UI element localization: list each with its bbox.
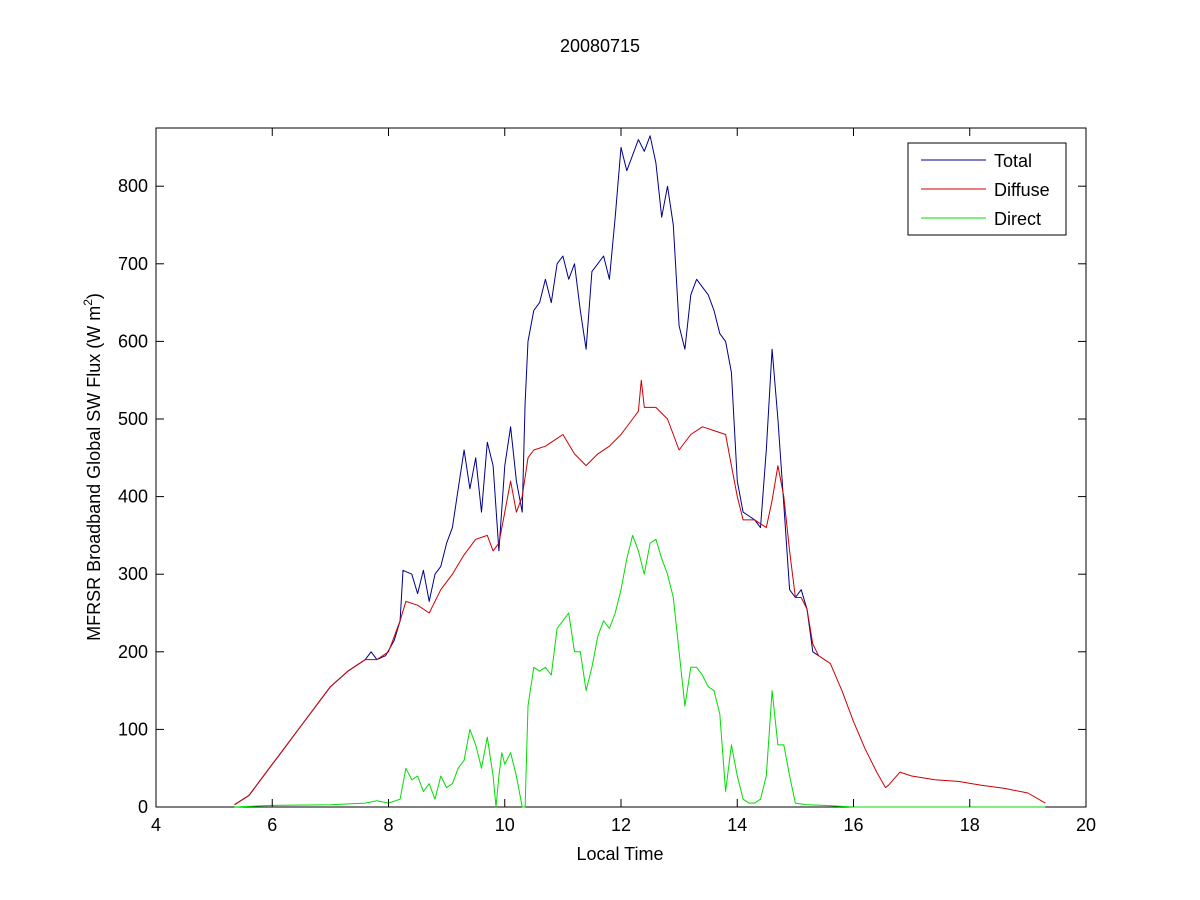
y-axis-label-main: MFRSR Broadband Global SW Flux (W m — [84, 306, 104, 641]
y-tick-label: 200 — [118, 642, 148, 662]
legend-label-total: Total — [994, 151, 1032, 171]
y-axis-label-close: ) — [84, 293, 104, 299]
series-line-diffuse — [234, 379, 1046, 806]
series-line-total — [234, 135, 819, 806]
legend-label-direct: Direct — [994, 209, 1041, 229]
y-tick-label: 800 — [118, 176, 148, 196]
y-axis-label: MFRSR Broadband Global SW Flux (W m2) — [81, 293, 104, 641]
series-layer — [234, 135, 1046, 808]
plot-frame — [155, 127, 1087, 808]
y-tick-label: 100 — [118, 719, 148, 739]
legend-label-diffuse: Diffuse — [994, 180, 1050, 200]
x-tick-label: 20 — [1076, 815, 1096, 835]
y-axis-label-exponent: 2 — [81, 299, 95, 306]
x-tick-label: 18 — [960, 815, 980, 835]
y-tick-label: 0 — [138, 797, 148, 817]
x-axis-ticks: 4 6 8 10 12 14 16 18 20 — [151, 128, 1096, 835]
x-tick-label: 4 — [151, 815, 161, 835]
chart-title: 20080715 — [560, 36, 640, 56]
y-tick-label: 600 — [118, 331, 148, 351]
x-tick-label: 12 — [611, 815, 631, 835]
x-tick-label: 14 — [727, 815, 747, 835]
series-line-direct — [234, 534, 1046, 808]
x-tick-label: 8 — [383, 815, 393, 835]
x-tick-label: 10 — [495, 815, 515, 835]
x-tick-label: 16 — [843, 815, 863, 835]
plot-area: 4 6 8 10 12 14 16 18 20 0 100 200 300 400 500 600 700 80… — [118, 127, 1096, 835]
x-axis-label: Local Time — [576, 844, 663, 864]
legend: Total Diffuse Direct — [907, 142, 1067, 236]
y-axis-ticks: 0 100 200 300 400 500 600 700 800 — [118, 176, 1086, 817]
y-tick-label: 500 — [118, 409, 148, 429]
x-tick-label: 6 — [267, 815, 277, 835]
y-tick-label: 700 — [118, 254, 148, 274]
y-tick-label: 300 — [118, 564, 148, 584]
y-tick-label: 400 — [118, 487, 148, 507]
